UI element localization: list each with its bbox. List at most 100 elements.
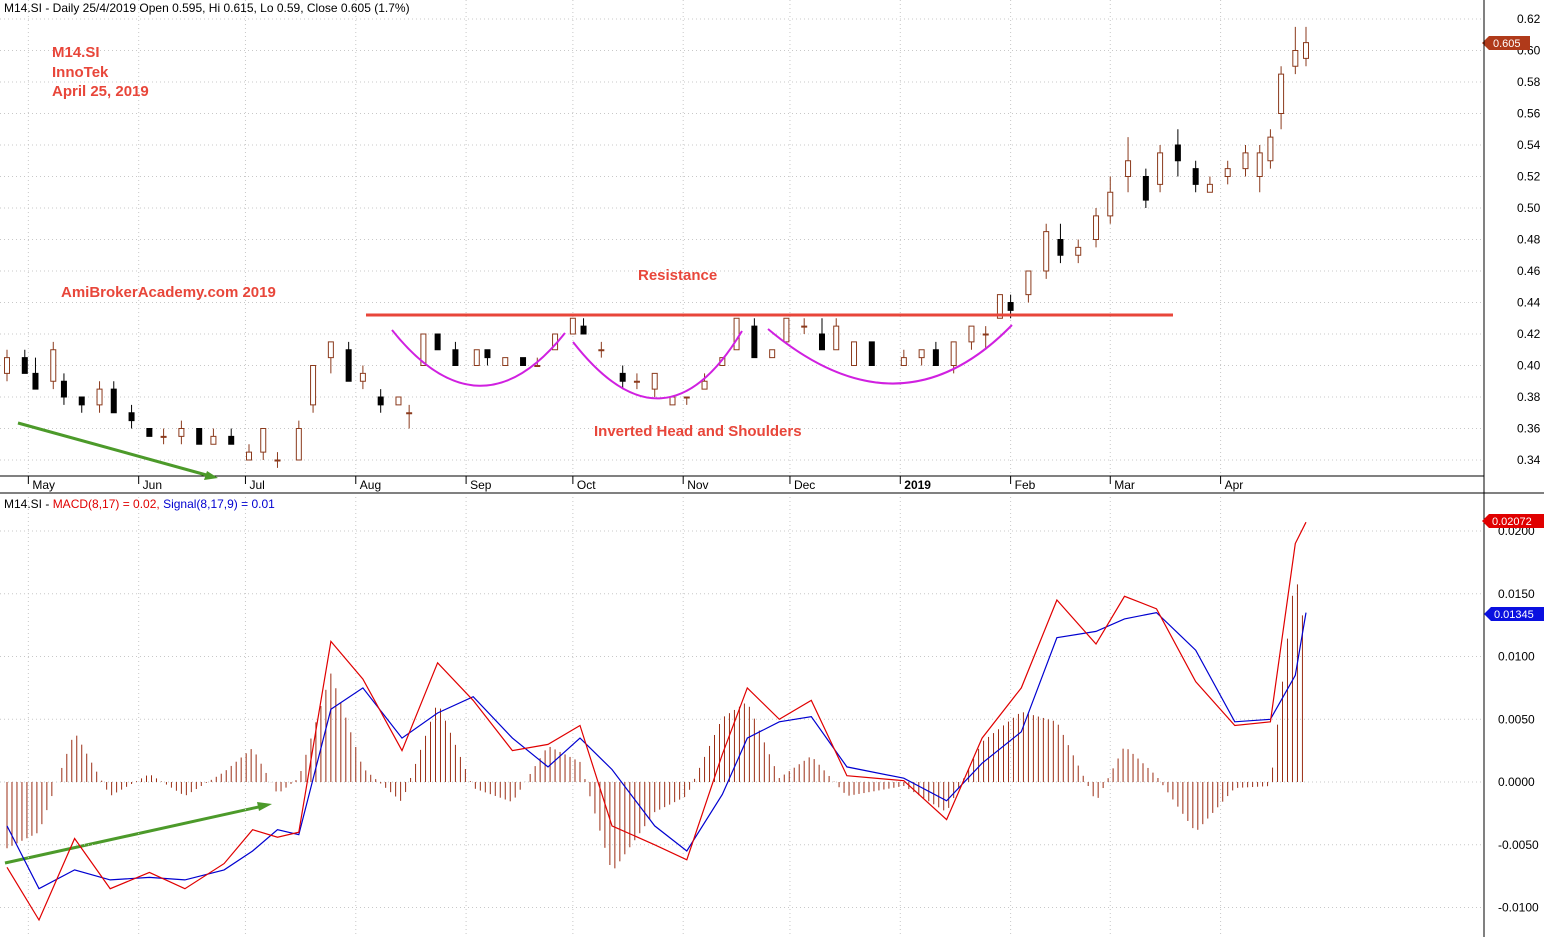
macd-grid [0,497,1484,937]
annotation-date: April 25, 2019 [52,83,149,100]
candle [818,318,825,351]
month-label: Oct [577,478,596,492]
candle [669,396,676,406]
candle [21,349,28,374]
macd-y-tick: -0.0100 [1498,901,1539,915]
month-label: Apr [1225,478,1244,492]
candle [1303,26,1309,67]
candle [851,341,858,366]
candle [769,349,776,359]
signal-line [6,611,1307,890]
candle [1157,145,1164,193]
price-x-axis: May Jun Jul Aug Sep Oct Nov Dec 2019 Feb Mar Apr [0,475,1484,492]
macd-y-tick: 0.0100 [1498,650,1535,664]
candle [633,373,640,390]
candle [406,404,413,429]
candle [918,349,925,366]
candle [651,372,658,397]
candle [1256,145,1263,193]
candle [246,444,253,461]
price-y-tick: 0.54 [1517,138,1541,152]
candle [1093,208,1100,248]
candle [228,428,235,445]
candle [345,341,352,382]
month-label: Sep [470,478,492,492]
price-header: M14.SI - Daily 25/4/2019 Open 0.595, Hi … [4,1,410,15]
candle [395,396,402,406]
candle [569,317,576,335]
price-y-tick: 0.62 [1517,12,1541,26]
price-y-tick: 0.58 [1517,75,1541,89]
month-label: Mar [1114,478,1135,492]
candle [1142,168,1149,208]
price-y-tick: 0.34 [1517,453,1541,467]
annotation-pattern: Inverted Head and Shoulders [594,423,802,440]
price-y-axis: 0.34 0.36 0.38 0.40 0.42 0.44 0.46 0.48 0.50 0.52… [1517,12,1541,467]
price-y-tick: 0.38 [1517,390,1541,404]
svg-text:0.01345: 0.01345 [1494,609,1534,621]
candle [1242,145,1249,177]
price-y-tick: 0.46 [1517,264,1541,278]
candle [160,428,167,445]
macd-header-prefix: M14.SI - [4,497,53,511]
candle [580,318,587,335]
month-label: Aug [360,478,381,492]
macd-header: M14.SI - MACD(8,17) = 0.02, Signal(8,17,… [4,497,275,511]
candle [1267,129,1274,169]
price-trend-arrow [17,421,218,480]
candle [146,428,153,437]
svg-text:0.605: 0.605 [1493,38,1521,50]
macd-line [6,521,1307,922]
candle [1043,223,1050,279]
macd-last-tag: 0.02072 [1482,514,1544,528]
candle [1174,129,1181,177]
candlestick-series [4,26,1309,468]
month-label: Feb [1015,478,1036,492]
candle [982,326,989,350]
candle [1224,160,1231,185]
candle [452,341,459,366]
annotation-site: AmiBrokerAcademy.com 2019 [61,284,276,301]
annotation-company: InnoTek [52,64,109,81]
candle [733,317,740,351]
macd-header-signal: Signal(8,17,9) = 0.01 [163,497,275,511]
candle [1125,137,1132,193]
candle [900,349,907,366]
candle [260,428,267,460]
macd-y-axis: 0.02000.01500.01000.00500.0000-0.0050-0.… [1498,524,1539,915]
price-y-tick: 0.50 [1517,201,1541,215]
month-label: Dec [794,478,815,492]
month-label: 2019 [904,478,931,492]
candle [1292,26,1299,75]
candle [1025,270,1032,303]
month-label: Jul [249,478,264,492]
candle [801,318,808,334]
macd-y-tick: 0.0050 [1498,712,1535,726]
candle [783,317,790,343]
candle [96,381,103,413]
candle [1278,66,1285,130]
price-y-tick: 0.56 [1517,107,1541,121]
candle [420,333,427,366]
macd-y-tick: -0.0050 [1498,838,1539,852]
candle [932,341,939,366]
candle [520,357,527,366]
candle [683,396,690,405]
month-label: Nov [687,478,708,492]
price-y-tick: 0.48 [1517,233,1541,247]
candle [210,428,217,445]
candle [1075,239,1082,264]
candle [295,420,302,461]
month-label: Jun [143,478,162,492]
candle [128,404,135,429]
candle [968,325,975,350]
candle [434,333,441,351]
macd-trend-arrow [4,802,272,865]
macd-y-tick: 0.0150 [1498,587,1535,601]
signal-last-tag: 0.01345 [1484,607,1544,621]
svg-text:0.02072: 0.02072 [1492,516,1532,528]
candle [32,357,39,390]
price-grid [0,0,1484,476]
macd-header-macd: MACD(8,17) = 0.02, [53,497,163,511]
